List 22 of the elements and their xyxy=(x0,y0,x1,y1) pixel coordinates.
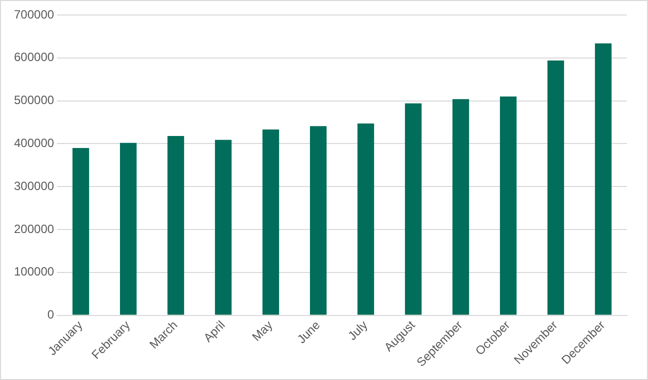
bar xyxy=(167,136,184,315)
bar xyxy=(357,124,374,315)
y-tick-label: 500000 xyxy=(14,93,54,108)
bar xyxy=(214,140,232,315)
bar xyxy=(262,130,280,315)
y-tick-label: 300000 xyxy=(14,178,54,193)
y-tick-label: 200000 xyxy=(14,222,54,236)
y-tick-label: 100000 xyxy=(14,264,54,279)
x-tick-label: July xyxy=(345,318,370,343)
x-tick-label: May xyxy=(249,318,276,344)
bar xyxy=(310,126,327,315)
bar xyxy=(452,99,470,315)
y-tick-label: 700000 xyxy=(14,7,54,22)
y-tick-label: 0 xyxy=(47,308,54,322)
y-tick-label: 400000 xyxy=(14,136,54,150)
bar xyxy=(500,96,517,315)
bar xyxy=(72,148,90,315)
y-tick-label: 600000 xyxy=(14,50,54,64)
bar xyxy=(120,142,137,315)
bar xyxy=(594,43,612,315)
bar xyxy=(404,103,422,315)
bar xyxy=(547,60,564,315)
